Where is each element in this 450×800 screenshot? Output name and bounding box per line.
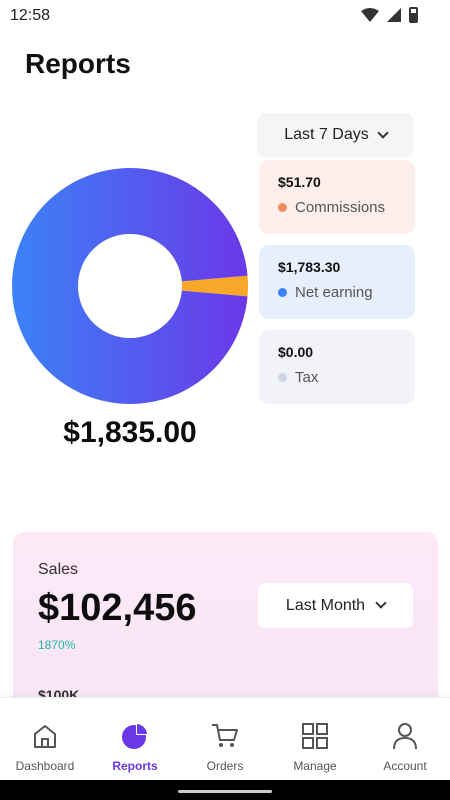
tax-label: Tax — [295, 369, 319, 386]
earnings-donut-chart — [12, 168, 248, 404]
date-range-dropdown[interactable]: Last 7 Days — [257, 113, 414, 157]
nav-label-account: Account — [383, 759, 427, 773]
cart-icon — [212, 724, 238, 747]
battery-icon — [409, 7, 418, 23]
net-earning-amount: $1,783.30 — [278, 259, 341, 275]
nav-item-manage[interactable]: Manage — [270, 698, 360, 781]
grid-icon — [302, 723, 328, 749]
tax-card[interactable]: $0.00 Tax — [259, 330, 415, 404]
net-earning-dot-icon — [278, 288, 287, 297]
nav-item-reports[interactable]: Reports — [90, 698, 180, 781]
nav-label-manage: Manage — [293, 759, 337, 773]
page-title: Reports — [25, 48, 131, 79]
chevron-down-icon — [377, 126, 389, 139]
signal-icon — [387, 8, 401, 22]
status-time: 12:58 — [10, 7, 51, 24]
user-icon — [393, 723, 417, 750]
net-earning-label: Net earning — [295, 284, 373, 301]
nav-label-dashboard: Dashboard — [15, 759, 75, 773]
donut-slice-net-earning — [12, 168, 248, 404]
home-indicator[interactable] — [178, 790, 272, 793]
donut-svg — [12, 168, 248, 404]
commissions-amount: $51.70 — [278, 174, 321, 190]
tax-dot-icon — [278, 373, 287, 382]
net-earning-card[interactable]: $1,783.30 Net earning — [259, 245, 415, 319]
nav-item-dashboard[interactable]: Dashboard — [0, 698, 90, 781]
sales-value: $102,456 — [38, 587, 197, 629]
sales-range-dropdown[interactable]: Last Month — [258, 583, 413, 628]
status-icons — [361, 7, 418, 23]
commissions-dot-icon — [278, 203, 287, 212]
tax-amount: $0.00 — [278, 344, 314, 360]
wifi-icon — [361, 8, 379, 22]
nav-item-account[interactable]: Account — [360, 698, 450, 781]
status-bar: 12:58 — [0, 0, 450, 32]
nav-label-orders: Orders — [206, 759, 244, 773]
home-icon — [34, 725, 56, 748]
sales-growth: 1870% — [38, 638, 76, 652]
sales-range-label: Last Month — [285, 596, 366, 614]
bottom-nav: Dashboard Reports Orders Manage Account — [0, 697, 450, 780]
chevron-down-icon — [375, 597, 387, 609]
pie-chart-icon — [122, 723, 148, 749]
nav-item-orders[interactable]: Orders — [180, 698, 270, 781]
sales-label: Sales — [38, 561, 79, 578]
donut-slice-commissions — [181, 275, 248, 297]
commissions-label: Commissions — [295, 199, 386, 216]
date-range-label: Last 7 Days — [284, 126, 369, 143]
commissions-card[interactable]: $51.70 Commissions — [259, 160, 415, 234]
nav-label-reports: Reports — [112, 759, 158, 773]
total-earnings: $1,835.00 — [63, 416, 197, 449]
